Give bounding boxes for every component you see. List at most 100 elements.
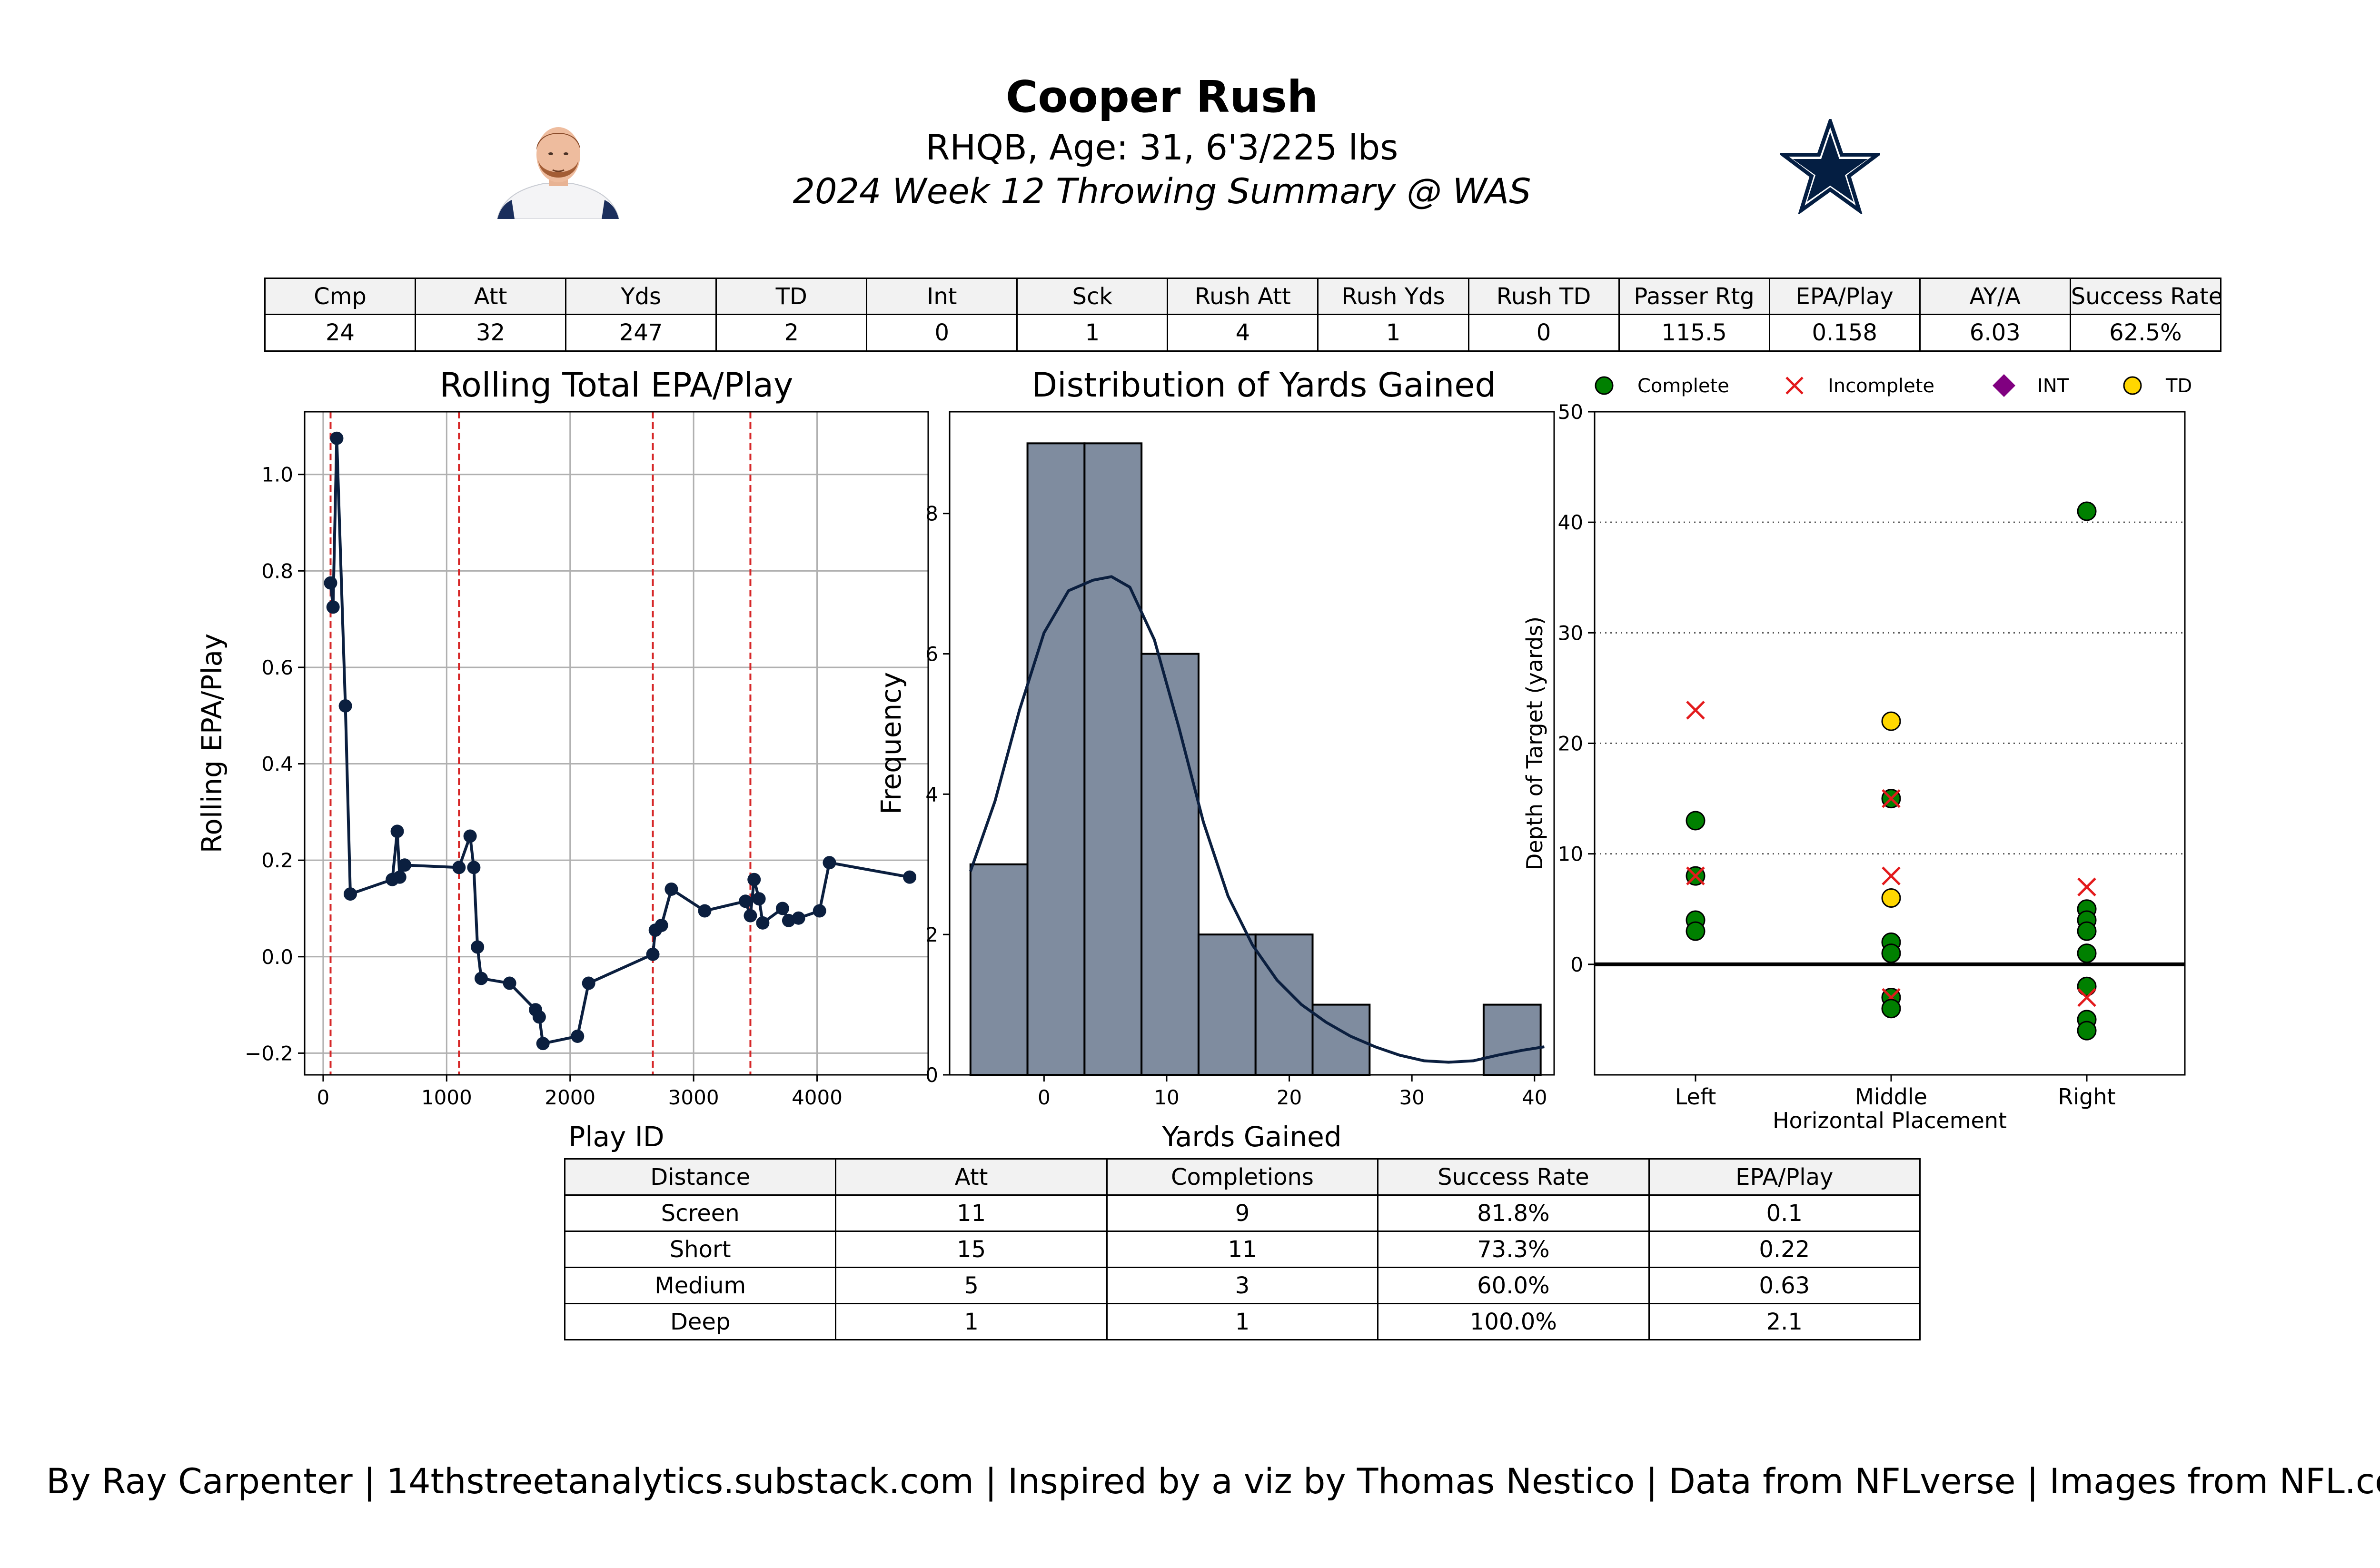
complete-marker xyxy=(1686,921,1706,941)
y-tick-label: 0.6 xyxy=(261,656,293,679)
stats-header-cell: TD xyxy=(715,278,868,315)
data-point xyxy=(471,940,485,954)
stats-value-cell: 6.03 xyxy=(1919,314,2071,352)
data-point xyxy=(903,870,917,884)
data-point xyxy=(792,911,805,925)
distance-cell: 2.1 xyxy=(1648,1303,1921,1340)
y-tick-label: 4 xyxy=(925,783,938,806)
data-point xyxy=(343,887,357,901)
stats-value-row: 24 32 247 2 0 1 4 1 0 115.5 0.158 6.03 62.5% xyxy=(264,314,2222,352)
data-point xyxy=(452,861,466,874)
x-tick-label: 30 xyxy=(1399,1086,1424,1109)
data-point xyxy=(390,824,404,838)
x-axis-label: Yards Gained xyxy=(1161,1121,1341,1152)
yards-histogram-chart: 0 10 20 30 40 0 2 4 6 8 Yards Gained Frequency xyxy=(875,411,1555,1152)
data-point xyxy=(775,902,789,915)
distance-cell: Screen xyxy=(564,1194,837,1232)
distance-cell: 60.0% xyxy=(1377,1267,1650,1304)
data-point xyxy=(654,918,668,932)
x-tick-label: Middle xyxy=(1855,1084,1927,1110)
stats-header-row: Cmp Att Yds TD Int Sck Rush Att Rush Yds Rush TD… xyxy=(264,278,2222,315)
y-tick-label: 50 xyxy=(1558,400,1583,424)
data-point xyxy=(536,1037,550,1051)
player-name: Cooper Rush xyxy=(1005,71,1319,122)
y-tick-label: 0.2 xyxy=(261,849,293,872)
histogram-bar xyxy=(1083,442,1143,1076)
stats-value-cell: 1 xyxy=(1317,314,1469,352)
stats-header-cell: Rush Att xyxy=(1167,278,1319,315)
data-point xyxy=(747,873,761,886)
complete-marker xyxy=(1686,811,1706,831)
distance-cell: 73.3% xyxy=(1377,1231,1650,1268)
stats-header-cell: Rush Yds xyxy=(1317,278,1469,315)
distance-cell: 0.22 xyxy=(1648,1231,1921,1268)
stats-header-cell: EPA/Play xyxy=(1768,278,1921,315)
stats-value-cell: 1 xyxy=(1016,314,1169,352)
data-point xyxy=(744,909,757,923)
y-tick-label: 0.4 xyxy=(261,753,293,776)
stats-value-cell: 0 xyxy=(866,314,1018,352)
stats-value-cell: 115.5 xyxy=(1618,314,1770,352)
x-tick-label: Right xyxy=(2058,1084,2115,1110)
game-summary: 2024 Week 12 Throwing Summary @ WAS xyxy=(793,171,1531,212)
distance-cell: 3 xyxy=(1106,1267,1379,1304)
histogram-bar xyxy=(1254,933,1314,1076)
stats-value-cell: 2 xyxy=(715,314,868,352)
stats-value-cell: 4 xyxy=(1167,314,1319,352)
complete-marker xyxy=(1881,943,1901,963)
distance-cell: 81.8% xyxy=(1377,1194,1650,1232)
y-tick-label: 10 xyxy=(1558,843,1583,866)
distance-cell: Deep xyxy=(564,1303,837,1340)
y-tick-label: 0.0 xyxy=(261,945,293,969)
y-axis-label: Depth of Target (yards) xyxy=(1522,616,1547,870)
data-point xyxy=(463,829,477,843)
legend-label: TD xyxy=(2165,375,2192,397)
stats-value-cell: 24 xyxy=(264,314,416,352)
stats-value-cell: 247 xyxy=(565,314,717,352)
y-tick-label: 30 xyxy=(1558,621,1583,645)
y-tick-label: 8 xyxy=(925,502,938,526)
data-point xyxy=(532,1010,546,1024)
stats-header-cell: AY/A xyxy=(1919,278,2071,315)
y-tick-label: −0.2 xyxy=(245,1042,293,1065)
x-axis-label: Play ID xyxy=(568,1121,664,1152)
y-tick-label: 0 xyxy=(1570,953,1583,976)
complete-marker xyxy=(2077,1021,2097,1041)
stats-value-cell: 62.5% xyxy=(2069,314,2222,352)
y-axis-label: Rolling EPA/Play xyxy=(196,634,228,853)
distance-header-cell: EPA/Play xyxy=(1648,1158,1921,1196)
plot-frame xyxy=(304,411,929,1076)
data-point xyxy=(739,894,753,908)
data-point xyxy=(324,576,337,590)
complete-marker xyxy=(2077,921,2097,941)
data-point xyxy=(752,892,766,906)
x-tick-label: 20 xyxy=(1277,1086,1302,1109)
complete-marker xyxy=(2077,976,2097,996)
legend-marker-icon xyxy=(1785,377,1804,395)
x-tick-label: 1000 xyxy=(421,1086,472,1109)
y-axis-label: Frequency xyxy=(875,672,907,815)
histogram-bar xyxy=(1482,1003,1542,1076)
distance-cell: 11 xyxy=(835,1194,1108,1232)
incomplete-marker xyxy=(1686,701,1705,720)
data-point xyxy=(326,600,340,614)
histogram-bar xyxy=(1140,653,1200,1076)
stats-value-cell: 0 xyxy=(1468,314,1620,352)
complete-marker xyxy=(1881,999,1901,1019)
rolling-epa-line xyxy=(329,438,910,1045)
y-tick-label: 40 xyxy=(1558,511,1583,534)
distance-breakdown-table: Distance Att Completions Success Rate EPA/Pl… xyxy=(564,1158,1921,1340)
distance-header-cell: Distance xyxy=(564,1158,837,1196)
star-logo-icon xyxy=(1780,119,1880,214)
table-row: Deep 1 1 100.0% 2.1 xyxy=(564,1303,1921,1340)
yards-distribution-title: Distribution of Yards Gained xyxy=(1031,366,1496,405)
data-point xyxy=(582,976,595,990)
passing-stats-table: Cmp Att Yds TD Int Sck Rush Att Rush Yds Rush TD… xyxy=(264,278,2222,352)
distance-cell: 11 xyxy=(1106,1231,1379,1268)
stats-header-cell: Rush TD xyxy=(1468,278,1620,315)
incomplete-marker xyxy=(1882,789,1901,808)
distance-cell: 5 xyxy=(835,1267,1108,1304)
distance-cell: 0.63 xyxy=(1648,1267,1921,1304)
incomplete-marker xyxy=(1686,866,1705,885)
x-tick-label: 3000 xyxy=(668,1086,719,1109)
